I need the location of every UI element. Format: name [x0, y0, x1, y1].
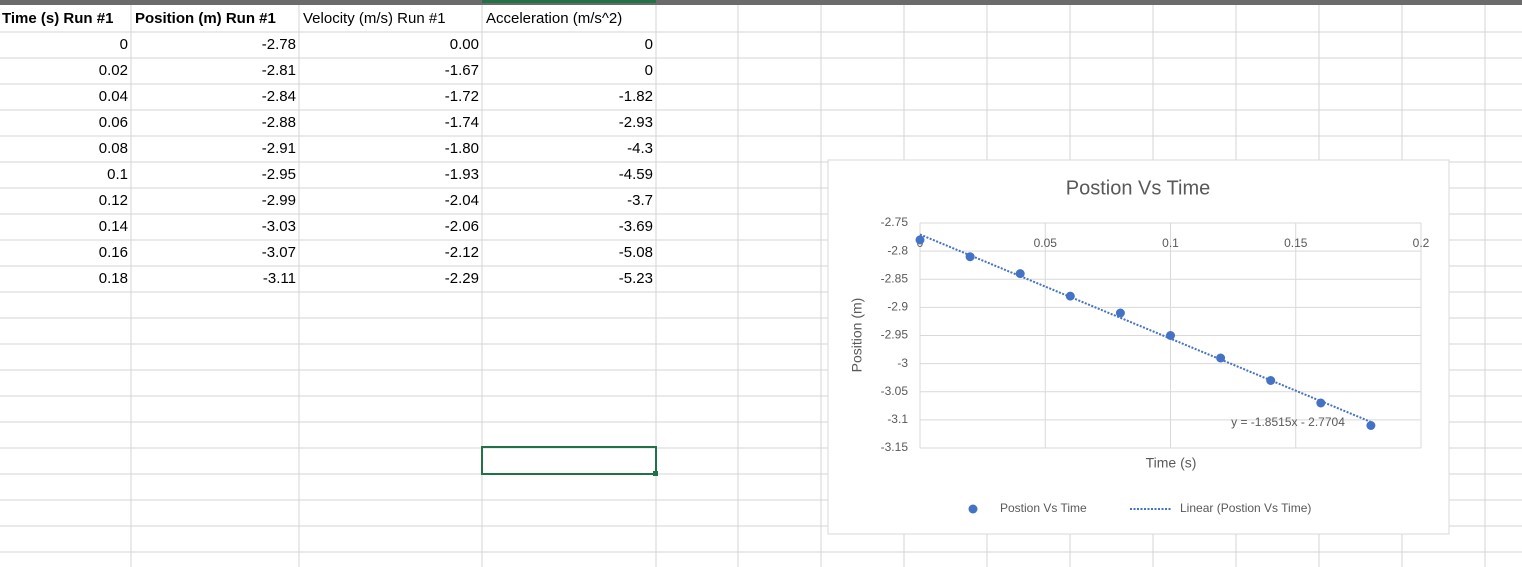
chart[interactable]: Postion Vs Time Time (s) Position (m) -2… [827, 159, 1450, 535]
trendline-equation: y = -1.8515x - 2.7704 [1231, 415, 1345, 429]
legend-marker [968, 504, 978, 514]
data-cell: -5.23 [619, 270, 653, 287]
data-cell: 0 [645, 62, 653, 79]
selected-cell[interactable] [481, 446, 657, 475]
data-cell: -1.72 [445, 88, 479, 105]
y-axis-title: Position (m) [849, 298, 865, 373]
y-tick-label: -2.85 [881, 271, 909, 285]
data-cell: -2.81 [262, 62, 296, 79]
header-cell: Velocity (m/s) Run #1 [303, 10, 446, 27]
data-cell: -4.3 [627, 140, 653, 157]
data-cell: 0.02 [99, 62, 128, 79]
data-cell: 0 [120, 36, 128, 53]
y-tick-label: -2.9 [887, 300, 908, 314]
data-cell: -1.67 [445, 62, 479, 79]
data-point [1115, 308, 1125, 318]
data-cell: -1.74 [445, 114, 479, 131]
column-header-edge [0, 0, 1522, 5]
data-cell: 0.1 [107, 166, 128, 183]
data-cell: -2.95 [262, 166, 296, 183]
data-cell: 0.12 [99, 192, 128, 209]
y-tick-label: -3.05 [881, 384, 909, 398]
data-point [1266, 376, 1276, 385]
data-point [1316, 398, 1326, 408]
header-cell: Position (m) Run #1 [135, 10, 276, 27]
data-cell: -3.11 [263, 270, 296, 287]
trendline [919, 233, 1372, 423]
data-cell: -1.80 [445, 140, 479, 157]
data-cell: -2.88 [262, 114, 296, 131]
x-tick-label: 0.1 [1162, 236, 1179, 250]
data-point [915, 235, 925, 245]
data-point [1015, 269, 1025, 279]
data-cell: -2.93 [619, 114, 653, 131]
data-cell: -2.06 [445, 218, 479, 235]
data-cell: -3.7 [627, 192, 653, 209]
y-tick-label: -3.15 [881, 440, 909, 454]
x-axis-title: Time (s) [1146, 455, 1197, 471]
data-cell: 0.16 [99, 244, 128, 261]
data-cell: 0 [645, 36, 653, 53]
data-cell: 0.14 [99, 218, 128, 235]
data-cell: 0.00 [450, 36, 479, 53]
x-tick-label: 0.15 [1284, 236, 1308, 250]
active-column-marker [482, 0, 656, 3]
data-cell: -3.69 [619, 218, 653, 235]
data-cell: -2.29 [445, 270, 479, 287]
data-cell: 0.18 [99, 270, 128, 287]
legend-label: Linear (Postion Vs Time) [1180, 501, 1311, 515]
data-point [1216, 353, 1226, 363]
header-cell: Time (s) Run #1 [2, 10, 113, 27]
data-point [965, 252, 975, 262]
data-cell: -2.99 [262, 192, 296, 209]
data-cell: -1.82 [619, 88, 653, 105]
data-cell: -1.93 [445, 166, 479, 183]
header-cell: Acceleration (m/s^2) [486, 10, 622, 27]
data-point [1166, 331, 1175, 340]
legend-label: Postion Vs Time [1000, 501, 1087, 515]
y-tick-label: -2.95 [881, 328, 909, 342]
data-cell: 0.08 [99, 140, 128, 157]
data-cell: -2.84 [262, 88, 296, 105]
data-cell: -5.08 [619, 244, 653, 261]
data-cell: -2.91 [262, 140, 296, 157]
data-cell: -3.03 [262, 218, 296, 235]
data-cell: -3.07 [262, 244, 296, 261]
x-tick-label: 0.2 [1413, 236, 1430, 250]
data-cell: 0.04 [99, 88, 128, 105]
y-tick-label: -2.75 [881, 215, 909, 229]
data-cell: 0.06 [99, 114, 128, 131]
chart-area [827, 159, 1450, 535]
data-cell: -2.04 [445, 192, 479, 209]
cells: Time (s) Run #1 Position (m) Run #1 Veloci… [2, 10, 653, 287]
chart-title: Postion Vs Time [1066, 177, 1211, 199]
y-tick-label: -2.8 [887, 243, 908, 257]
data-cell: -2.78 [262, 36, 296, 53]
x-tick-label: 0.05 [1034, 236, 1058, 250]
y-tick-label: -3 [897, 356, 908, 370]
data-point [1366, 421, 1376, 430]
data-cell: -4.59 [619, 166, 653, 183]
data-cell: -2.12 [445, 244, 479, 261]
data-point [1065, 291, 1075, 301]
fill-handle[interactable] [653, 471, 658, 476]
y-tick-label: -3.1 [887, 412, 908, 426]
